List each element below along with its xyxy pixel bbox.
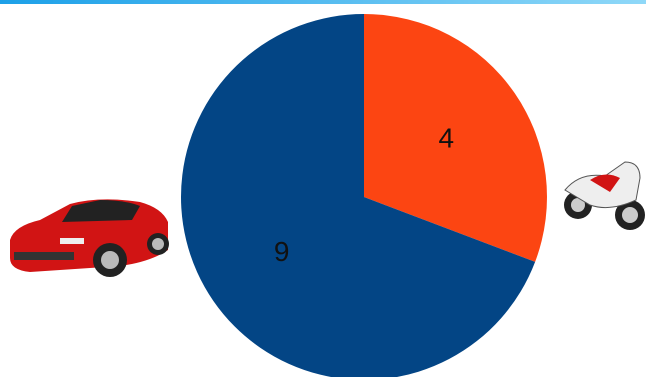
pie: [181, 14, 547, 377]
data-label: 4: [439, 123, 455, 154]
car-icon: [10, 199, 169, 277]
data-label: 9: [274, 236, 290, 267]
pie-slice: [181, 14, 536, 377]
pie-slice: [364, 14, 547, 262]
motorcycle-icon: [564, 161, 645, 230]
top-bar: [0, 0, 646, 4]
